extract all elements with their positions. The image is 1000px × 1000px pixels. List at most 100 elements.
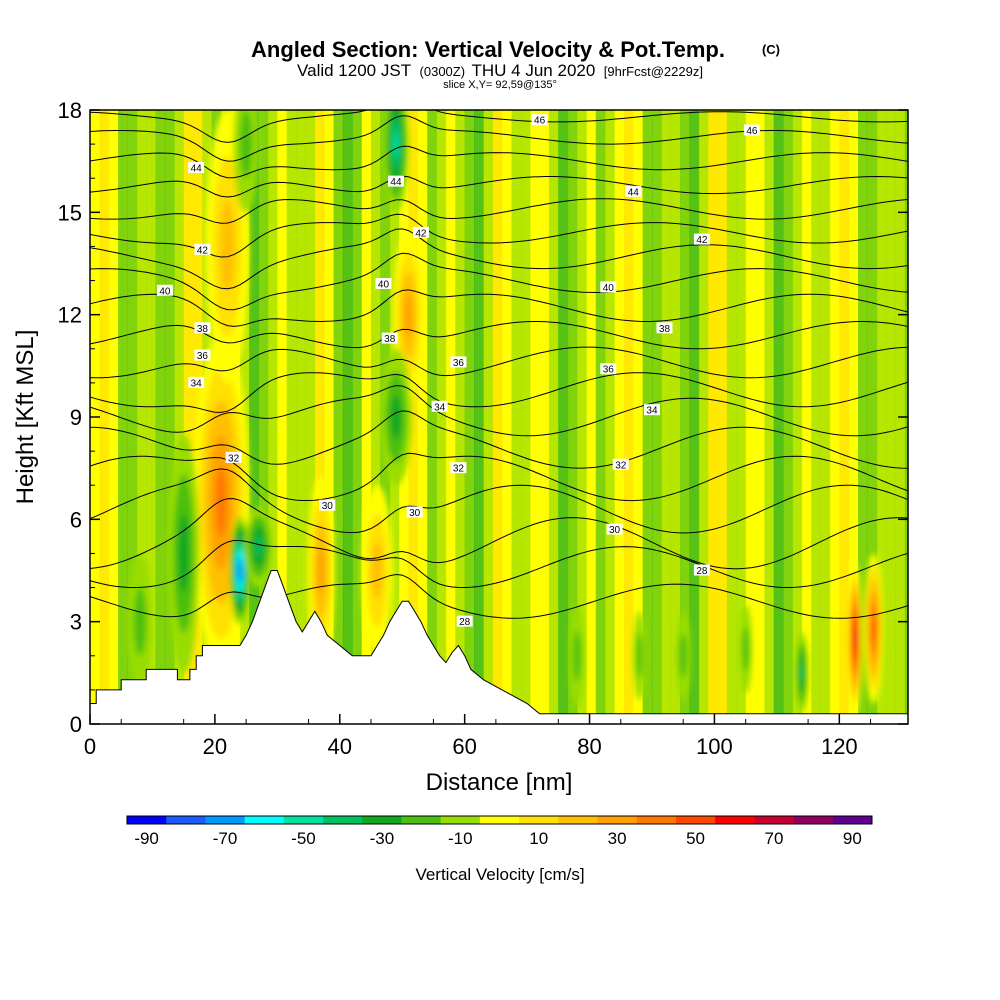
velocity-cell: [178, 513, 189, 594]
velocity-band: [595, 110, 606, 724]
velocity-band: [455, 110, 466, 724]
isotherm-37: [90, 321, 908, 350]
velocity-band: [764, 110, 775, 724]
colorbar-swatch: [675, 816, 716, 824]
velocity-band: [876, 110, 887, 724]
isotherm-44: [90, 145, 908, 179]
isotherm-label-text: 42: [696, 235, 708, 246]
velocity-band: [820, 110, 831, 724]
title-units: (C): [762, 42, 780, 57]
isotherm-label-text: 46: [746, 126, 758, 137]
isotherm-label-text: 30: [409, 508, 421, 519]
velocity-band: [801, 110, 812, 724]
x-tick-label: 80: [577, 734, 601, 759]
velocity-band: [520, 110, 531, 724]
colorbar-swatch: [323, 816, 363, 824]
isotherm-45: [90, 115, 908, 162]
chart-title: Angled Section: Vertical Velocity & Pot.…: [251, 37, 725, 62]
velocity-band: [342, 110, 353, 724]
isotherm-label-text: 42: [415, 228, 427, 239]
velocity-band: [146, 110, 157, 724]
velocity-band: [174, 110, 185, 724]
velocity-band: [530, 110, 541, 724]
velocity-band: [155, 110, 166, 724]
velocity-band: [277, 110, 288, 724]
velocity-band: [136, 110, 147, 724]
colorbar-swatch: [166, 816, 206, 824]
velocity-band: [370, 110, 381, 724]
velocity-band: [839, 110, 850, 724]
colorbar-swatch: [636, 816, 677, 824]
isotherm-label: 32: [450, 462, 467, 475]
velocity-band: [474, 110, 484, 724]
colorbar-swatch: [754, 816, 795, 824]
velocity-band: [108, 110, 119, 724]
isotherm-label: 38: [381, 332, 398, 345]
isotherm-label-text: 36: [603, 365, 615, 376]
colorbar-swatch: [479, 816, 520, 824]
isotherm-41: [90, 213, 908, 258]
velocity-band: [567, 110, 578, 724]
colorbar-tick-label: -70: [213, 829, 238, 848]
isotherm-label-text: 42: [197, 245, 209, 256]
isotherm-label-text: 32: [453, 464, 465, 475]
isotherm-label: 38: [194, 322, 211, 335]
velocity-cell: [404, 293, 413, 336]
velocity-band: [118, 110, 128, 724]
velocity-cell: [317, 546, 325, 595]
velocity-cell: [679, 633, 687, 678]
velocity-band: [642, 110, 653, 724]
isotherm-label-text: 36: [453, 358, 465, 369]
isotherm-label-text: 38: [197, 324, 209, 335]
isotherm-label: 28: [693, 564, 710, 577]
x-axis: 0 20 40 60 80 100 120: [84, 714, 872, 759]
colorbar-swatch: [127, 816, 167, 824]
y-tick-label: 0: [70, 712, 82, 737]
velocity-band: [324, 110, 335, 724]
velocity-cell: [215, 468, 227, 537]
colorbar-tick-label: -90: [134, 829, 159, 848]
velocity-band: [783, 110, 793, 724]
isotherm-46: [90, 110, 908, 143]
velocity-band: [314, 110, 325, 724]
isotherm-29: [90, 540, 908, 589]
isotherm-label: 30: [319, 499, 336, 512]
velocity-band: [352, 110, 363, 724]
velocity-band: [792, 110, 803, 724]
velocity-band: [296, 110, 306, 724]
x-tick-label: 40: [328, 734, 352, 759]
colorbar-tick-label: -10: [448, 829, 473, 848]
velocity-band: [717, 110, 728, 724]
forecast-info: [9hrFcst@2229z]: [604, 64, 703, 79]
y-tick-label: 12: [58, 303, 82, 328]
isotherm-label: 46: [531, 114, 548, 127]
velocity-cell: [220, 200, 235, 292]
colorbar-tick-label: -50: [291, 829, 316, 848]
velocity-cell: [133, 587, 147, 656]
isotherm-label: 44: [188, 161, 205, 174]
isotherm-28: [90, 573, 908, 619]
velocity-cell: [573, 630, 581, 682]
colorbar-title: Vertical Velocity [cm/s]: [415, 865, 584, 884]
velocity-cell: [390, 394, 402, 440]
colorbar-tick-label: 10: [529, 829, 548, 848]
plot-area: 46 46 44 44 44 42 42 42 40 40 40 38 38 38 36 36 36 34 34 34…: [90, 110, 908, 724]
valid-line: Valid 1200 JST (0300Z) THU 4 Jun 2020 [9…: [297, 61, 703, 80]
isotherm-label: 36: [600, 363, 617, 376]
isotherm-33: [90, 410, 908, 469]
isotherm-label: 32: [612, 458, 629, 471]
isotherm-label-text: 32: [615, 460, 627, 471]
chart-header: Angled Section: Vertical Velocity & Pot.…: [251, 37, 780, 91]
velocity-band: [708, 110, 719, 724]
colorbar-swatch: [597, 816, 638, 824]
y-tick-label: 3: [70, 610, 82, 635]
isotherm-label-text: 38: [659, 324, 671, 335]
velocity-band: [436, 110, 447, 724]
velocity-band: [867, 110, 878, 724]
velocity-cell: [636, 633, 643, 678]
terrain: [90, 570, 908, 724]
velocity-cell: [372, 542, 383, 599]
colorbar-swatch: [244, 816, 285, 824]
x-axis-label: Distance [nm]: [426, 769, 573, 796]
velocity-band: [548, 110, 559, 724]
